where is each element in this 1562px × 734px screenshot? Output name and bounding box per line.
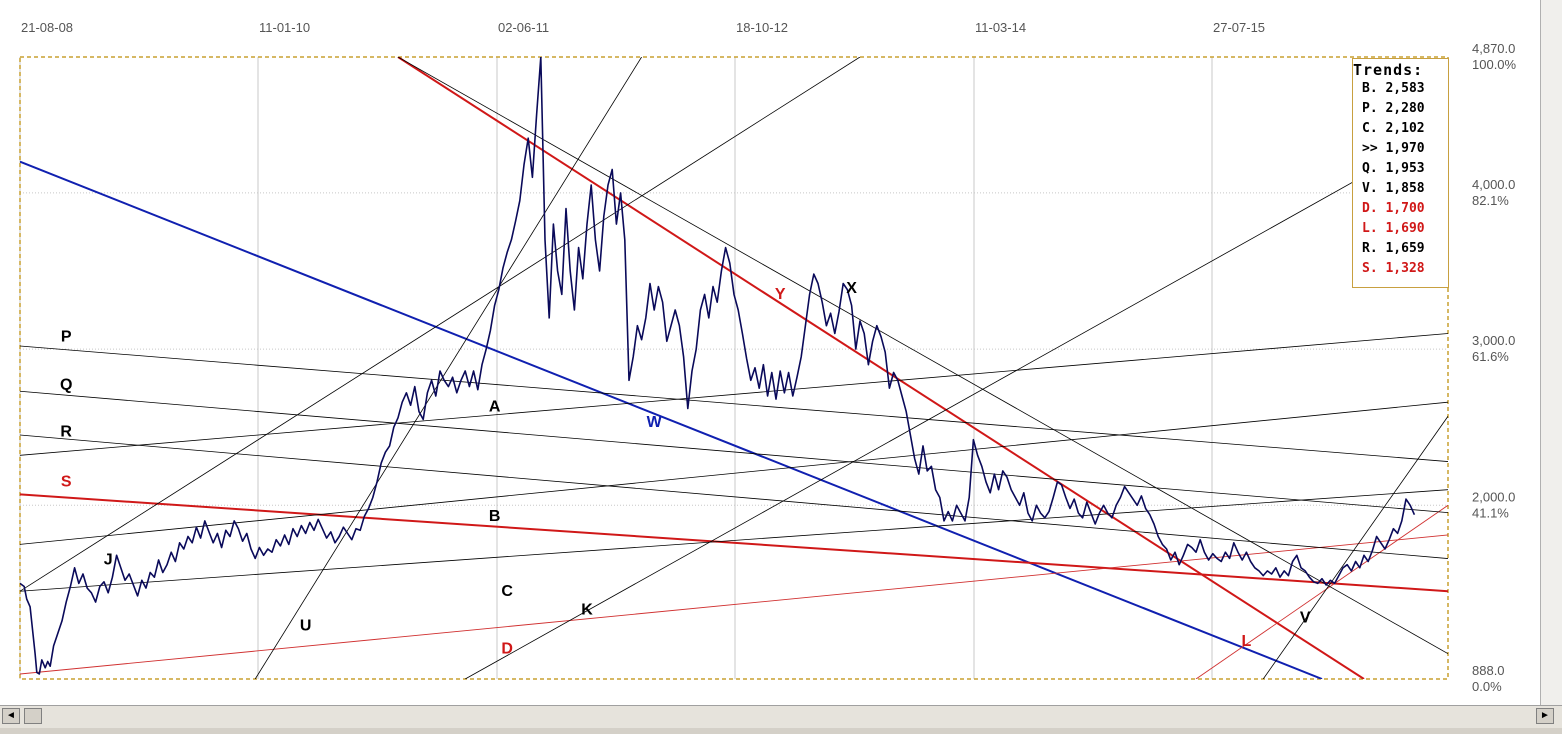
y-tick-label: 4,000.0 — [1472, 177, 1515, 192]
horizontal-scrollbar[interactable]: ◄ ► — [0, 705, 1562, 728]
trend-label-j: J — [104, 552, 113, 569]
trend-label-q: Q — [60, 377, 72, 394]
trend-label-u: U — [300, 617, 312, 634]
trend-row: S. 1,328 — [1362, 261, 1425, 276]
trend-line-v — [1262, 416, 1448, 679]
y-tick-pct-label: 61.6% — [1472, 349, 1509, 364]
trend-line-x — [397, 57, 1448, 655]
plot-frame — [19, 56, 1449, 680]
trend-line-l — [1195, 504, 1448, 679]
y-tick-label: 4,870.0 — [1472, 41, 1515, 56]
x-tick-label: 11-01-10 — [259, 20, 310, 35]
x-tick-label: 02-06-11 — [498, 20, 549, 35]
scroll-right-button[interactable]: ► — [1536, 708, 1554, 724]
trend-line-w — [20, 160, 1323, 679]
trend-line-j — [20, 57, 861, 592]
trend-line-q — [20, 390, 1448, 514]
x-tick-label: 11-03-14 — [975, 20, 1026, 35]
trends-legend: Trends: B. 2,583 P. 2,280 C. 2,102 >> 1,970… — [1352, 58, 1449, 288]
trend-line-c — [20, 489, 1448, 592]
y-tick-pct-label: 82.1% — [1472, 193, 1509, 208]
trend-row: V. 1,858 — [1362, 181, 1425, 196]
trend-line-k — [465, 128, 1448, 679]
trend-row: L. 1,690 — [1362, 221, 1425, 236]
trend-label-b: B — [489, 508, 501, 525]
chart-window: 21-08-08 11-01-10 02-06-11 18-10-12 11-03-14… — [0, 0, 1562, 705]
trend-row: Q. 1,953 — [1362, 161, 1425, 176]
trend-label-x: X — [846, 280, 857, 297]
trend-line-p — [20, 345, 1448, 462]
price-series-line — [20, 57, 1416, 675]
y-tick-label: 888.0 — [1472, 663, 1505, 678]
trend-line-a — [20, 333, 1448, 456]
trend-line-u — [254, 57, 642, 679]
scroll-thumb[interactable] — [24, 708, 42, 724]
trend-label-y: Y — [775, 286, 786, 303]
x-tick-label: 21-08-08 — [21, 20, 73, 35]
scroll-left-button[interactable]: ◄ — [2, 708, 20, 724]
arrow-left-icon: ◄ — [6, 710, 16, 721]
trend-lines — [20, 57, 1448, 679]
trend-label-d: D — [501, 641, 513, 658]
trend-row: D. 1,700 — [1362, 201, 1425, 216]
trend-row: P. 2,280 — [1362, 101, 1425, 116]
trends-list: B. 2,583 P. 2,280 C. 2,102 >> 1,970 Q. 1,953… — [1353, 79, 1448, 279]
price-chart: 21-08-08 11-01-10 02-06-11 18-10-12 11-03-14… — [19, 20, 1517, 694]
trend-label-r: R — [60, 424, 72, 441]
chart-right-border — [1540, 0, 1562, 705]
trend-label-v: V — [1300, 609, 1311, 626]
trends-title: Trends: — [1353, 61, 1424, 79]
trend-row: R. 1,659 — [1362, 241, 1425, 256]
x-tick-label: 27-07-15 — [1213, 20, 1265, 35]
trend-label-l: L — [1242, 633, 1252, 650]
trend-label-w: W — [647, 414, 663, 431]
trend-row: C. 2,102 — [1362, 121, 1425, 136]
trend-line-b — [20, 401, 1448, 545]
y-tick-pct-label: 100.0% — [1472, 57, 1517, 72]
y-tick-label: 3,000.0 — [1472, 333, 1515, 348]
trend-line-r — [20, 434, 1448, 559]
trend-row: B. 2,583 — [1362, 81, 1425, 96]
arrow-right-icon: ► — [1540, 710, 1550, 721]
x-tick-label: 18-10-12 — [736, 20, 788, 35]
trend-label-a: A — [489, 399, 501, 416]
y-tick-pct-label: 41.1% — [1472, 505, 1509, 520]
trend-label-p: P — [61, 328, 72, 345]
trend-label-s: S — [61, 474, 72, 491]
trend-label-c: C — [501, 583, 513, 600]
y-tick-pct-label: 0.0% — [1472, 679, 1502, 694]
y-tick-label: 2,000.0 — [1472, 489, 1515, 504]
trend-row: >> 1,970 — [1362, 141, 1425, 156]
trend-label-k: K — [581, 602, 593, 619]
trend-line-s — [20, 493, 1448, 593]
